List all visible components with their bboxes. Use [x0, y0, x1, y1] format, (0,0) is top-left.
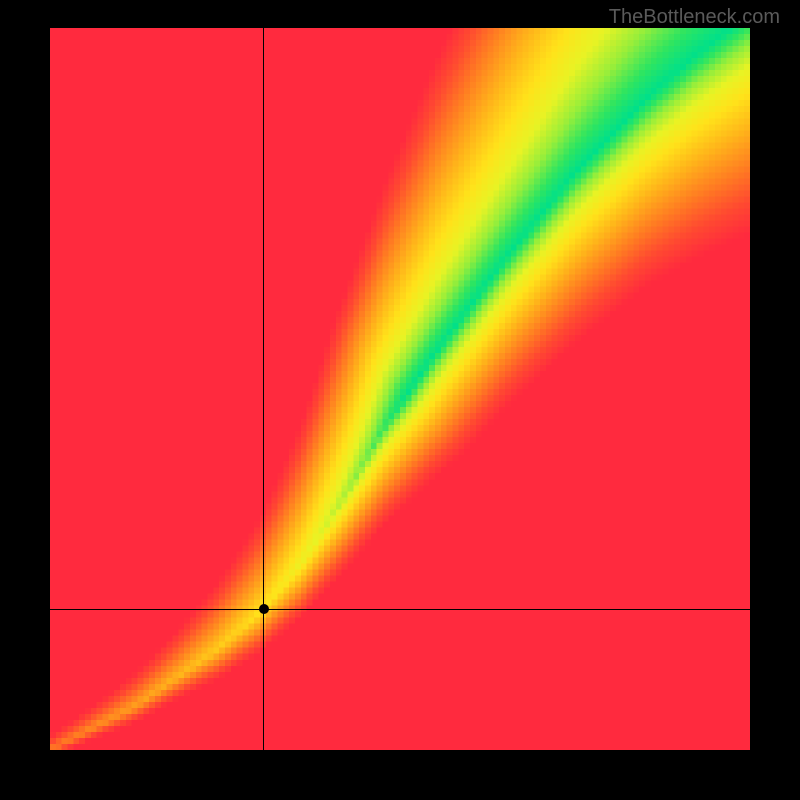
- heatmap-canvas: [50, 28, 750, 750]
- selected-point-marker[interactable]: [259, 604, 269, 614]
- crosshair-vertical-line: [263, 28, 264, 750]
- crosshair-horizontal-line: [50, 609, 750, 610]
- watermark-text: TheBottleneck.com: [609, 6, 780, 29]
- heatmap-plot-area: [50, 28, 750, 750]
